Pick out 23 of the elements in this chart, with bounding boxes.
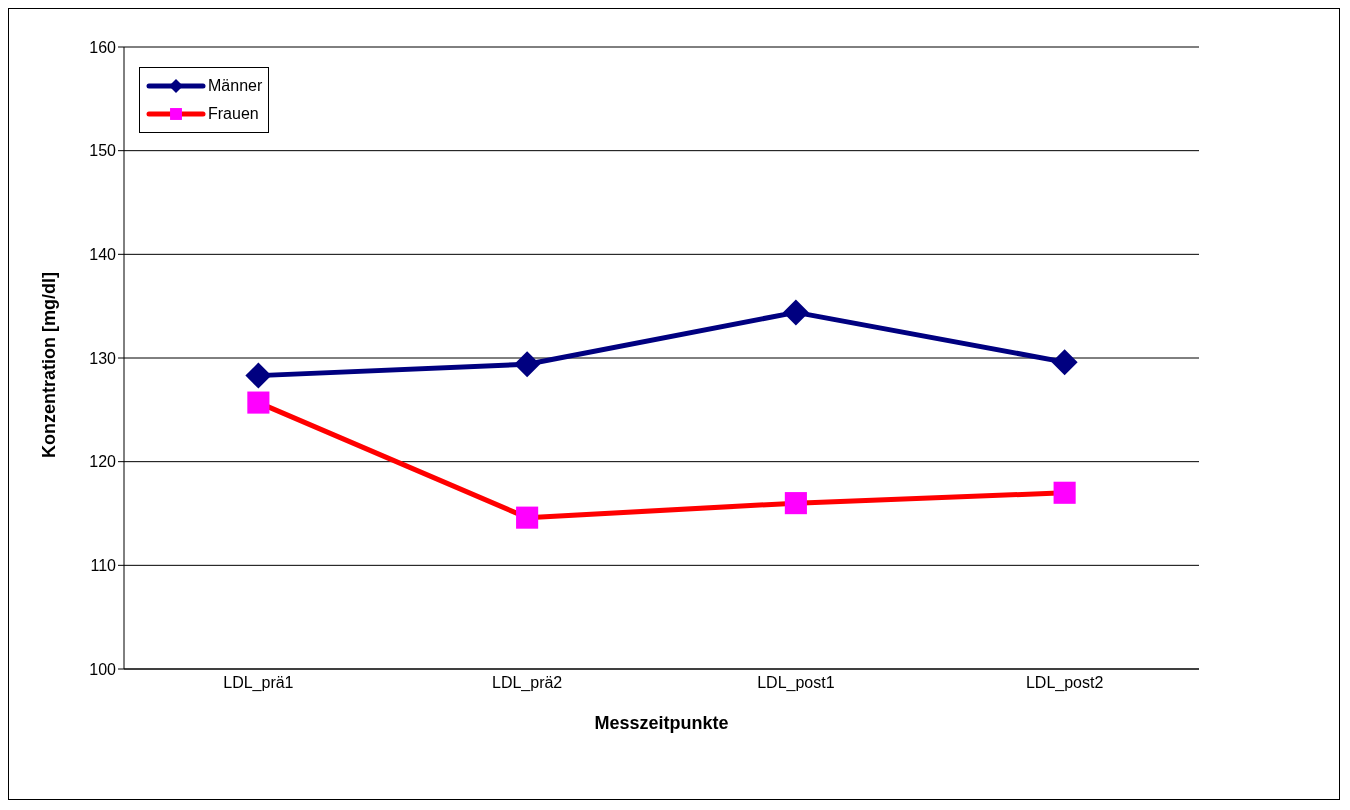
y-tick-label: 130 [89, 349, 117, 367]
x-tick-label: LDL_prä1 [223, 674, 294, 693]
legend-label: Männer [208, 77, 263, 95]
legend-label: Frauen [208, 105, 259, 123]
y-axis-title: Konzentration [mg/dl] [39, 272, 60, 458]
point [784, 492, 807, 515]
point [245, 362, 272, 389]
y-tick-label: 160 [89, 38, 117, 56]
point [514, 351, 541, 378]
point [782, 299, 809, 326]
x-tick-label: LDL_prä2 [491, 674, 563, 693]
point [247, 391, 270, 414]
y-tick-label: 140 [89, 246, 117, 264]
point [516, 506, 539, 529]
y-tick-label: 120 [89, 453, 117, 471]
y-tick-label: 100 [89, 660, 117, 678]
point [1053, 481, 1076, 504]
x-tick-label: LDL_post1 [757, 674, 835, 693]
y-tick-label: 150 [89, 142, 117, 160]
y-tick-label: 110 [90, 557, 117, 575]
point [1051, 349, 1078, 376]
x-axis-title: Messzeitpunkte [594, 713, 729, 733]
x-tick-label: LDL_post2 [1025, 674, 1104, 693]
